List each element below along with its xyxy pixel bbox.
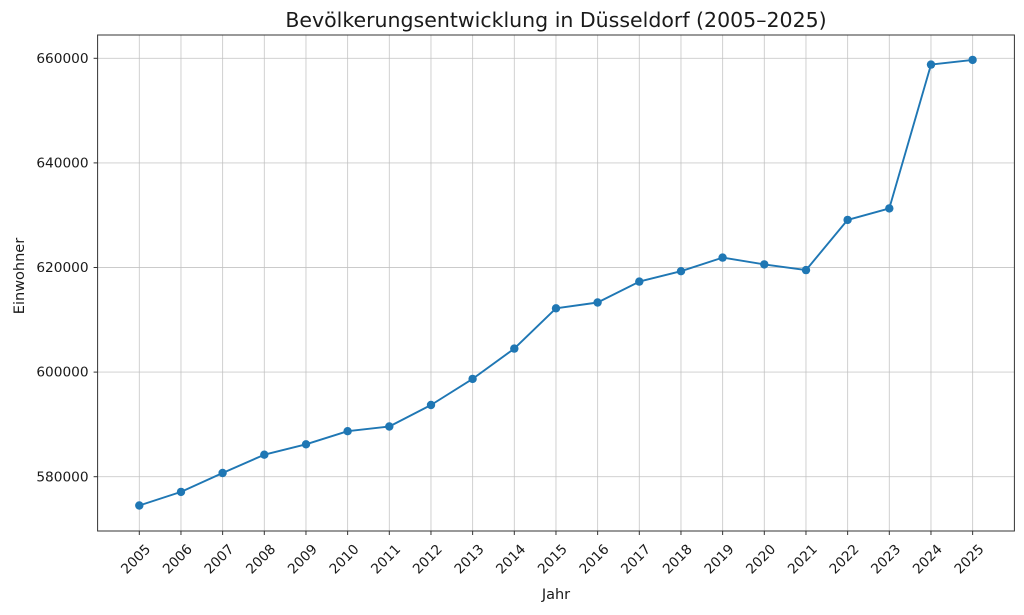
x-tick-label: 2011 (368, 542, 404, 578)
y-tick-label: 620000 (36, 260, 88, 276)
x-tick-label: 2005 (118, 542, 154, 578)
x-axis-label: Jahr (541, 587, 570, 603)
x-tick-label: 2008 (243, 542, 279, 578)
data-point-2014 (510, 344, 519, 353)
plot-border (97, 34, 1015, 532)
x-tick-label: 2020 (743, 542, 779, 578)
x-tick-label: 2016 (577, 542, 613, 578)
data-point-2020 (760, 260, 769, 269)
x-tick-label: 2014 (493, 542, 529, 578)
data-point-2008 (260, 450, 269, 459)
chart-title: Bevölkerungsentwicklung in Düsseldorf (2… (285, 8, 826, 32)
data-point-2024 (926, 60, 936, 69)
data-point-2016 (593, 298, 602, 307)
y-tick-label: 600000 (36, 365, 88, 381)
axis-layer: 2005 2006 2007 2008 2009 2010 2011 2012 2013 2014… (36, 34, 1015, 578)
x-tick-label: 2019 (702, 542, 738, 578)
x-tick-label: 2018 (660, 542, 696, 578)
data-point-2005 (135, 501, 144, 510)
y-axis-label: Einwohner (12, 238, 28, 314)
x-tick-label: 2017 (618, 542, 654, 578)
x-tick-label: 2006 (160, 542, 196, 578)
x-tick-label: 2025 (952, 542, 988, 578)
x-tick-label: 2024 (910, 542, 946, 578)
x-tick-label: 2010 (327, 542, 363, 578)
data-point-2025 (968, 55, 977, 65)
x-tick-label: 2022 (827, 542, 863, 578)
data-point-2022 (843, 215, 852, 225)
data-point-2013 (468, 374, 477, 384)
data-point-2017 (635, 277, 644, 286)
data-point-2009 (301, 440, 311, 449)
x-tick-label: 2009 (285, 542, 321, 578)
population-series (135, 55, 977, 510)
data-point-2006 (176, 487, 186, 497)
x-tick-label: 2012 (410, 542, 446, 578)
x-tick-label: 2013 (452, 542, 488, 578)
data-point-2021 (801, 265, 811, 275)
data-point-2023 (885, 204, 894, 213)
y-tick-label: 580000 (36, 469, 88, 485)
x-tick-label: 2023 (868, 542, 904, 578)
data-point-2019 (718, 253, 727, 262)
x-tick-label: 2015 (535, 542, 571, 578)
y-tick-label: 640000 (36, 156, 88, 172)
data-point-2012 (426, 400, 436, 410)
x-tick-label: 2007 (202, 542, 238, 578)
data-point-2015 (551, 304, 561, 313)
data-point-2010 (343, 427, 352, 436)
x-tick-label: 2021 (785, 542, 821, 578)
data-point-2011 (385, 422, 394, 431)
data-point-2007 (218, 468, 227, 478)
y-tick-label: 660000 (36, 51, 88, 67)
grid-layer (97, 35, 1015, 531)
data-point-2018 (676, 267, 686, 276)
